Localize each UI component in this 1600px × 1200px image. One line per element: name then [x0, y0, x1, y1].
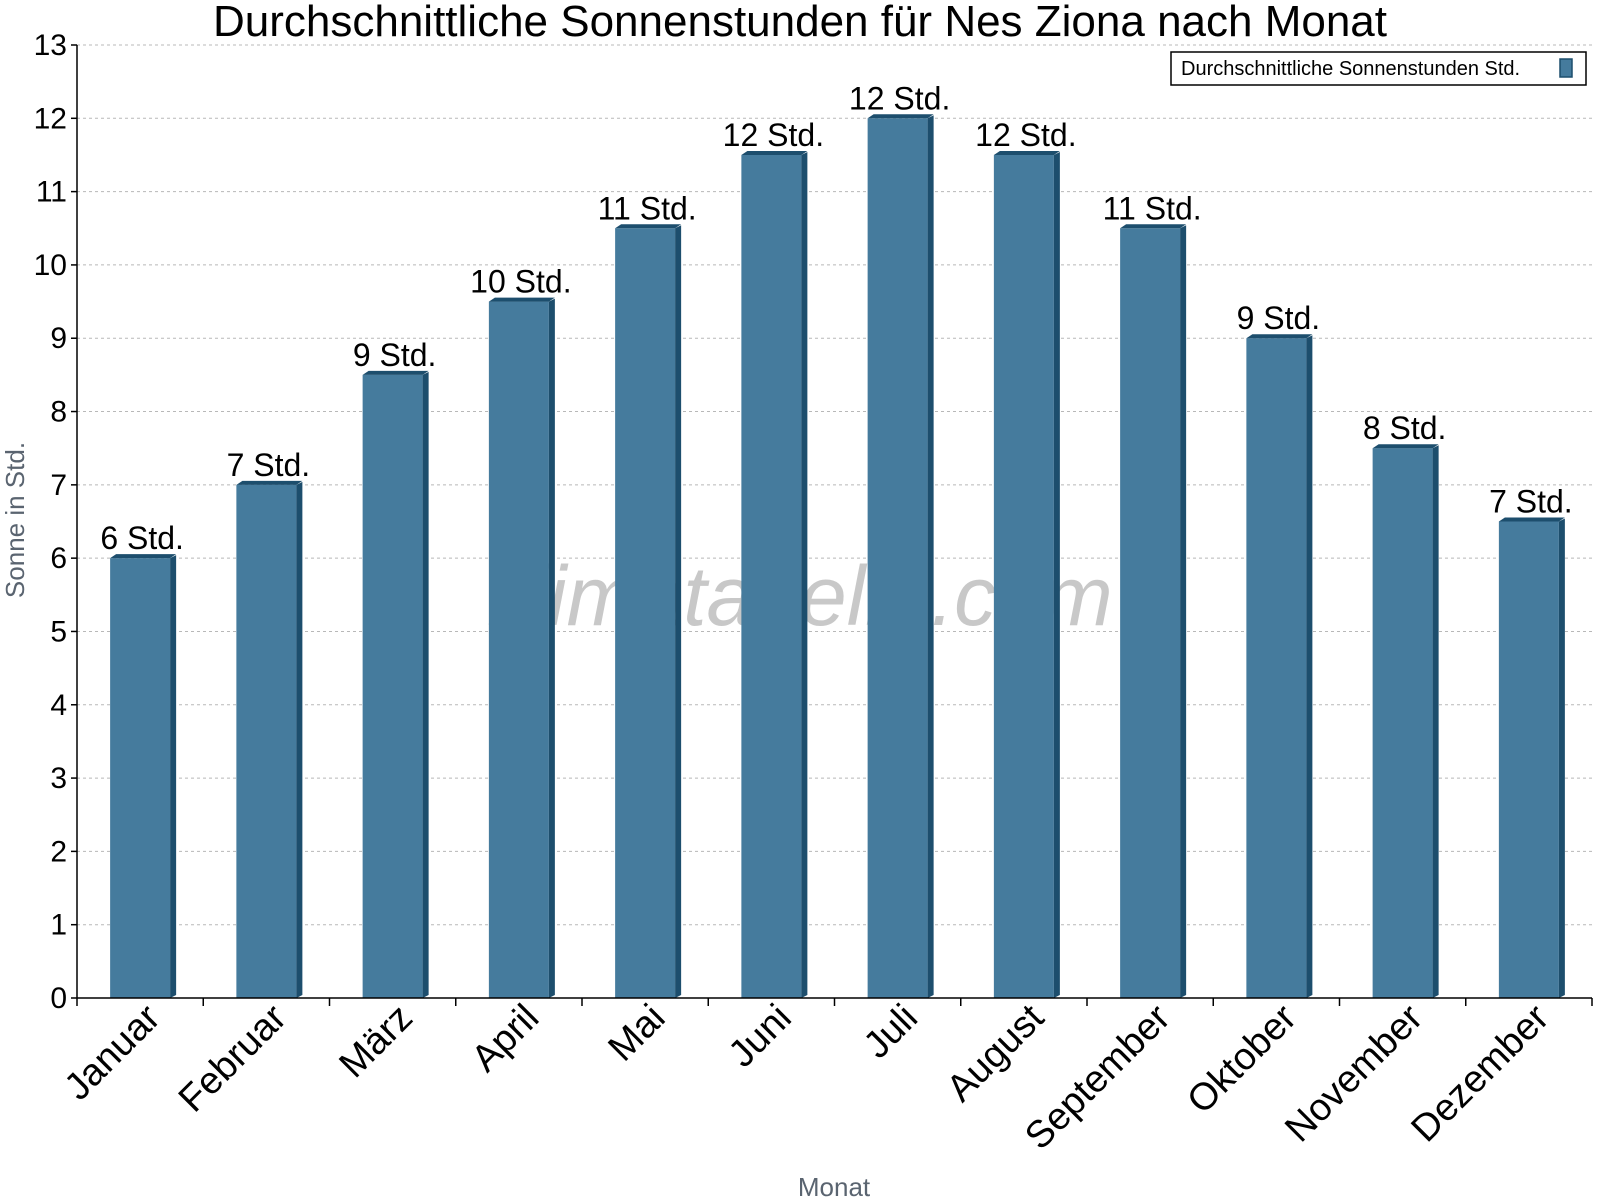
chart-title: Durchschnittliche Sonnenstunden für Nes …	[213, 0, 1387, 46]
x-ticks: Januar Februar März April Mai Juni Juli AugustS…	[57, 996, 1593, 1158]
legend-label: Durchschnittliche Sonnenstunden Std.	[1181, 58, 1520, 80]
y-tick-label: 7	[50, 469, 67, 502]
y-tick-label: 0	[50, 982, 67, 1015]
bar-side	[296, 481, 303, 998]
y-tick-label: 6	[50, 542, 67, 575]
x-tick-label: Juni	[721, 997, 800, 1076]
y-tick-label: 5	[50, 615, 67, 648]
bar-side	[1558, 518, 1565, 998]
bar-side	[1180, 225, 1187, 998]
bar-front	[993, 154, 1054, 998]
bar	[1372, 444, 1439, 998]
grid	[77, 44, 1592, 926]
bar-front	[236, 484, 297, 998]
bar	[236, 480, 303, 998]
data-label: 12 Std.	[849, 80, 950, 116]
bar-top	[488, 297, 555, 302]
data-label: 6 Std.	[100, 520, 184, 556]
bar	[741, 150, 808, 998]
bar-side	[422, 371, 429, 998]
y-tick-label: 8	[50, 396, 67, 429]
bar-top	[1372, 444, 1439, 449]
y-tick-label: 2	[50, 835, 67, 868]
bar	[110, 554, 177, 998]
bar-top	[615, 224, 682, 229]
x-tick-label: Februar	[171, 996, 295, 1120]
bar-front	[615, 228, 676, 998]
bar-top	[1246, 334, 1313, 339]
bar-side	[1432, 445, 1439, 998]
bar	[615, 224, 682, 998]
bar-side	[675, 225, 682, 998]
bar-side	[548, 298, 555, 999]
bar-top	[110, 554, 177, 559]
x-tick-label: Mai	[600, 997, 673, 1070]
y-tick-label: 4	[50, 689, 67, 722]
data-label: 9 Std.	[1237, 300, 1321, 336]
bar-top	[1120, 224, 1187, 229]
bar	[1498, 517, 1565, 998]
x-tick-label: Oktober	[1179, 996, 1305, 1122]
y-tick-label: 1	[50, 909, 67, 942]
y-tick-label: 10	[34, 249, 67, 282]
y-tick-label: 13	[34, 29, 67, 62]
x-tick-label: Dezember	[1404, 996, 1558, 1150]
bar-top	[236, 480, 303, 485]
x-tick-label: November	[1277, 996, 1431, 1150]
x-tick-label: März	[332, 997, 421, 1086]
bar-front	[1498, 521, 1559, 998]
data-label: 7 Std.	[1489, 484, 1573, 520]
data-label: 12 Std.	[723, 117, 824, 153]
legend-box	[1170, 51, 1587, 86]
x-tick-label: April	[464, 997, 547, 1080]
bar	[993, 150, 1060, 998]
bar-side	[1053, 151, 1060, 998]
bars	[110, 114, 1565, 999]
axes	[76, 45, 1592, 999]
y-tick-label: 11	[36, 176, 67, 209]
bar-front	[362, 374, 423, 998]
bar-side	[927, 115, 934, 999]
bar-side	[1306, 335, 1313, 998]
bar-front	[110, 558, 171, 998]
bar-side	[170, 555, 177, 998]
data-label: 12 Std.	[975, 117, 1076, 153]
bar	[867, 114, 934, 999]
bar-front	[488, 301, 549, 999]
legend: Durchschnittliche Sonnenstunden Std.	[1170, 51, 1587, 86]
y-tick-label: 3	[50, 762, 67, 795]
data-labels: 6 Std. 7 Std. 9 Std. 10 Std. 11 Std. 12 Std. 1…	[100, 80, 1572, 556]
data-label: 7 Std.	[227, 447, 311, 483]
bar-front	[1246, 338, 1307, 998]
bar	[488, 297, 555, 999]
bar-front	[1372, 448, 1433, 998]
data-label: 11 Std.	[598, 190, 697, 226]
bar	[1246, 334, 1313, 998]
data-label: 8 Std.	[1363, 410, 1447, 446]
bar-side	[801, 151, 808, 998]
legend-swatch	[1559, 58, 1573, 78]
bar-top	[362, 370, 429, 375]
bar-top	[867, 114, 934, 119]
bar-front	[741, 154, 802, 998]
bar	[1120, 224, 1187, 998]
y-axis-label: Sonne in Std.	[0, 442, 30, 598]
x-axis-label: Monat	[798, 1172, 871, 1200]
y-tick-label: 12	[34, 102, 67, 135]
data-label: 9 Std.	[353, 337, 437, 373]
data-label: 10 Std.	[470, 264, 571, 300]
bar-front	[867, 118, 928, 999]
x-tick-label: Juli	[856, 997, 926, 1067]
bar-top	[1498, 517, 1565, 522]
bar	[362, 370, 429, 998]
x-tick-label: Januar	[57, 996, 169, 1108]
bar-front	[1120, 228, 1181, 998]
bar-top	[741, 150, 808, 155]
y-tick-label: 9	[50, 322, 67, 355]
bar-top	[993, 150, 1060, 155]
data-label: 11 Std.	[1103, 190, 1202, 226]
x-tick-label: August	[939, 996, 1053, 1110]
